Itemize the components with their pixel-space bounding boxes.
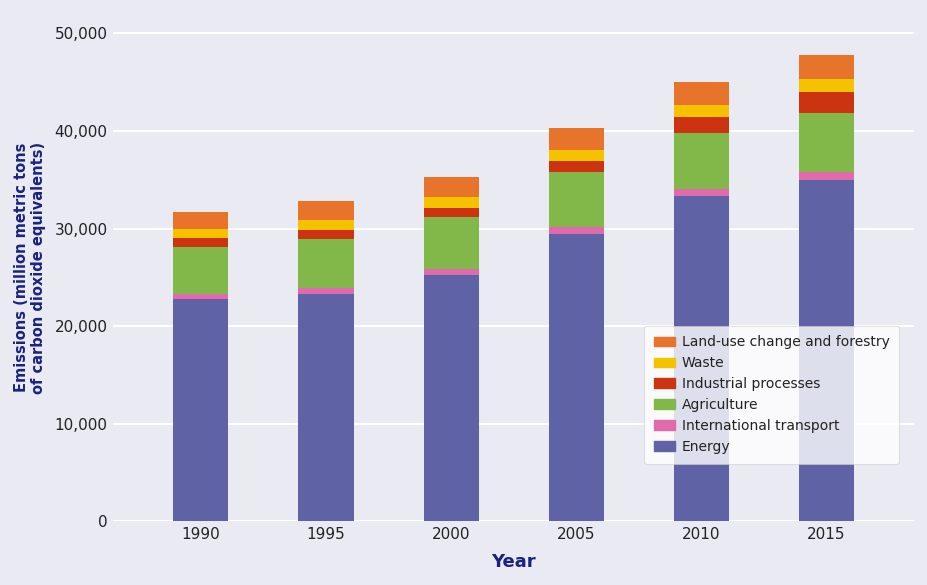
Bar [673,133,728,189]
Bar [173,212,228,229]
Bar [548,161,603,172]
Bar [548,233,603,521]
Bar [423,217,478,269]
Bar [673,82,728,105]
Bar [798,172,853,180]
Bar [298,239,353,288]
Bar [798,80,853,92]
Bar [173,247,228,294]
Bar [298,201,353,221]
Bar [298,288,353,294]
Bar [173,238,228,247]
Bar [423,276,478,521]
Bar [673,189,728,197]
Bar [798,180,853,521]
Bar [548,150,603,161]
Bar [173,299,228,521]
Bar [423,197,478,208]
Bar [423,269,478,276]
Bar [673,105,728,117]
Legend: Land-use change and forestry, Waste, Industrial processes, Agriculture, Internat: Land-use change and forestry, Waste, Ind… [643,326,898,464]
Bar [173,229,228,238]
Bar [298,221,353,230]
Bar [173,294,228,299]
Bar [423,177,478,197]
Bar [548,172,603,226]
Y-axis label: Emissions (million metric tons
of carbon dioxide equivalents): Emissions (million metric tons of carbon… [14,142,46,394]
Bar [798,92,853,113]
Bar [673,197,728,521]
Bar [798,113,853,172]
Bar [298,294,353,521]
Bar [673,117,728,133]
Bar [298,230,353,239]
Bar [548,128,603,150]
X-axis label: Year: Year [491,553,536,571]
Bar [423,208,478,217]
Bar [798,55,853,80]
Bar [548,226,603,233]
